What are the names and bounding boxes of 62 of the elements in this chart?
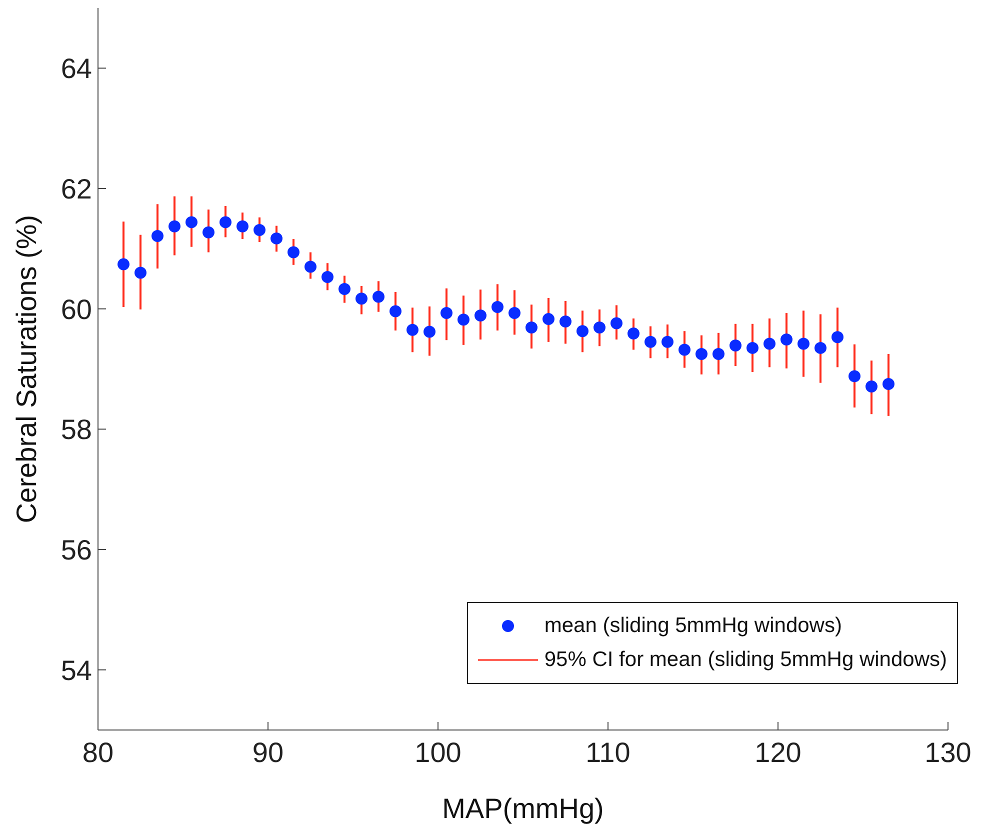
point — [134, 266, 146, 279]
point — [678, 344, 690, 356]
point — [712, 348, 724, 360]
point — [560, 315, 572, 328]
point — [168, 220, 180, 232]
point — [424, 326, 436, 338]
point — [798, 338, 810, 350]
point — [628, 328, 640, 340]
point — [814, 342, 826, 354]
y-tick-label: 58 — [60, 414, 92, 446]
point — [254, 224, 266, 236]
y-tick-label: 54 — [60, 654, 92, 686]
point — [288, 246, 300, 258]
x-axis-title: MAP(mmHg) — [442, 793, 604, 824]
point — [848, 370, 860, 382]
point — [356, 292, 368, 305]
point — [662, 336, 674, 348]
point — [458, 314, 470, 326]
point — [542, 313, 554, 326]
point — [882, 378, 894, 390]
point — [304, 260, 316, 273]
point — [764, 338, 776, 350]
point — [866, 380, 878, 392]
point — [526, 321, 538, 334]
x-tick-label: 130 — [924, 736, 972, 768]
point — [508, 307, 520, 320]
point — [832, 331, 844, 344]
point — [322, 270, 334, 283]
point — [730, 340, 742, 352]
legend-label: mean (sliding 5mmHg windows) — [544, 614, 842, 638]
point — [594, 321, 606, 334]
point — [270, 232, 282, 244]
y-tick-label: 56 — [60, 534, 92, 566]
x-tick-label: 100 — [414, 736, 462, 768]
point — [644, 336, 656, 348]
point — [492, 301, 504, 314]
point — [202, 226, 214, 238]
point — [118, 258, 130, 270]
y-tick-label: 60 — [60, 294, 92, 325]
point — [152, 230, 164, 242]
point — [474, 309, 486, 322]
annotation: 95% CI for mean (sliding 5mmHg windows) — [544, 648, 947, 672]
x-tick-label: 120 — [754, 736, 802, 768]
point — [338, 282, 350, 295]
point — [610, 317, 622, 330]
y-axis-title: Cerebral Saturations (%) — [10, 214, 42, 524]
point — [406, 324, 418, 336]
point — [186, 216, 198, 228]
y-tick-label: 64 — [60, 53, 92, 84]
x-tick-label: 90 — [252, 736, 284, 768]
point — [746, 342, 758, 354]
point — [576, 325, 588, 338]
point — [220, 216, 232, 228]
x-tick-label: 80 — [82, 736, 114, 768]
point — [696, 348, 708, 360]
point — [372, 290, 384, 303]
point — [440, 307, 452, 320]
point — [390, 305, 402, 318]
x-tick-label: 110 — [586, 736, 630, 768]
y-tick-label: 62 — [60, 173, 92, 204]
point — [780, 334, 792, 346]
point — [236, 220, 248, 232]
